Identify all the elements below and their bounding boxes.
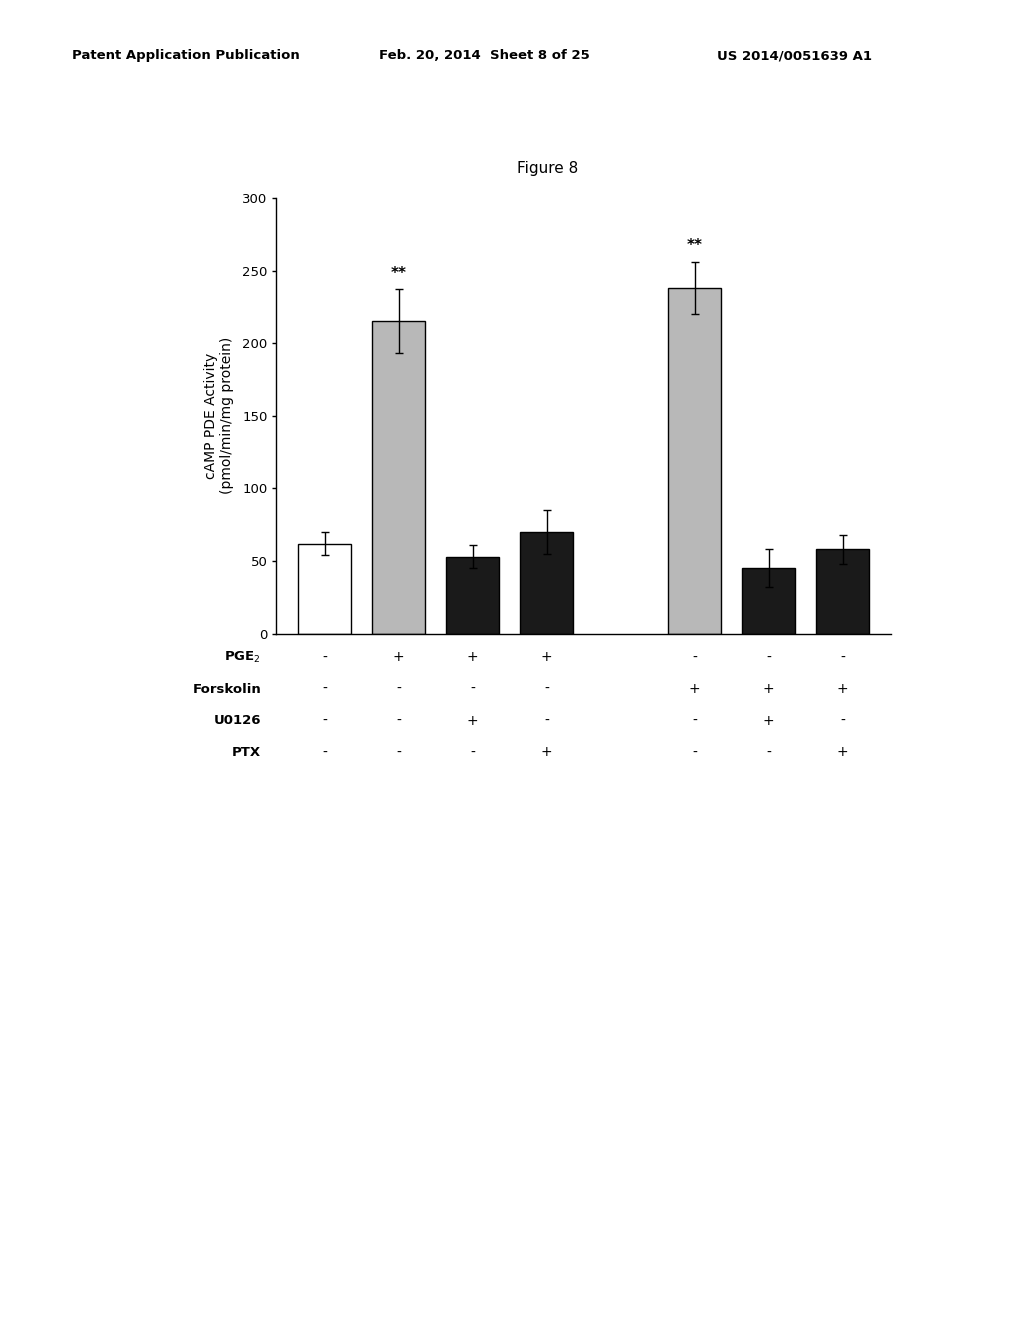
Text: -: -	[841, 714, 845, 727]
Text: +: +	[541, 746, 553, 759]
Text: -: -	[544, 714, 549, 727]
Text: +: +	[393, 651, 404, 664]
Text: +: +	[763, 714, 774, 727]
Text: +: +	[763, 682, 774, 696]
Text: -: -	[396, 714, 401, 727]
Text: -: -	[766, 651, 771, 664]
Bar	[668, 288, 721, 634]
Text: PTX: PTX	[232, 746, 261, 759]
Text: PGE$_2$: PGE$_2$	[224, 649, 261, 665]
Bar	[742, 568, 796, 634]
Text: -: -	[323, 714, 327, 727]
Text: US 2014/0051639 A1: US 2014/0051639 A1	[717, 49, 871, 62]
Text: Patent Application Publication: Patent Application Publication	[72, 49, 299, 62]
Text: -: -	[692, 714, 697, 727]
Text: -: -	[692, 746, 697, 759]
Bar	[298, 544, 351, 634]
Y-axis label: cAMP PDE Activity
(pmol/min/mg protein): cAMP PDE Activity (pmol/min/mg protein)	[204, 337, 233, 495]
Text: +: +	[467, 651, 478, 664]
Text: -: -	[396, 746, 401, 759]
Bar	[816, 549, 869, 634]
Bar	[520, 532, 573, 634]
Bar	[372, 321, 425, 634]
Text: -: -	[470, 746, 475, 759]
Text: **: **	[390, 265, 407, 281]
Text: -: -	[544, 682, 549, 696]
Text: -: -	[323, 746, 327, 759]
Text: +: +	[837, 746, 849, 759]
Text: -: -	[766, 746, 771, 759]
Text: -: -	[323, 682, 327, 696]
Text: +: +	[689, 682, 700, 696]
Text: -: -	[323, 651, 327, 664]
Text: Feb. 20, 2014  Sheet 8 of 25: Feb. 20, 2014 Sheet 8 of 25	[379, 49, 590, 62]
Text: Figure 8: Figure 8	[517, 161, 579, 177]
Text: -: -	[396, 682, 401, 696]
Text: +: +	[467, 714, 478, 727]
Bar	[446, 557, 500, 634]
Text: **: **	[687, 238, 702, 253]
Text: +: +	[541, 651, 553, 664]
Text: -: -	[470, 682, 475, 696]
Text: Forskolin: Forskolin	[193, 682, 261, 696]
Text: +: +	[837, 682, 849, 696]
Text: U0126: U0126	[214, 714, 261, 727]
Text: -: -	[692, 651, 697, 664]
Text: -: -	[841, 651, 845, 664]
